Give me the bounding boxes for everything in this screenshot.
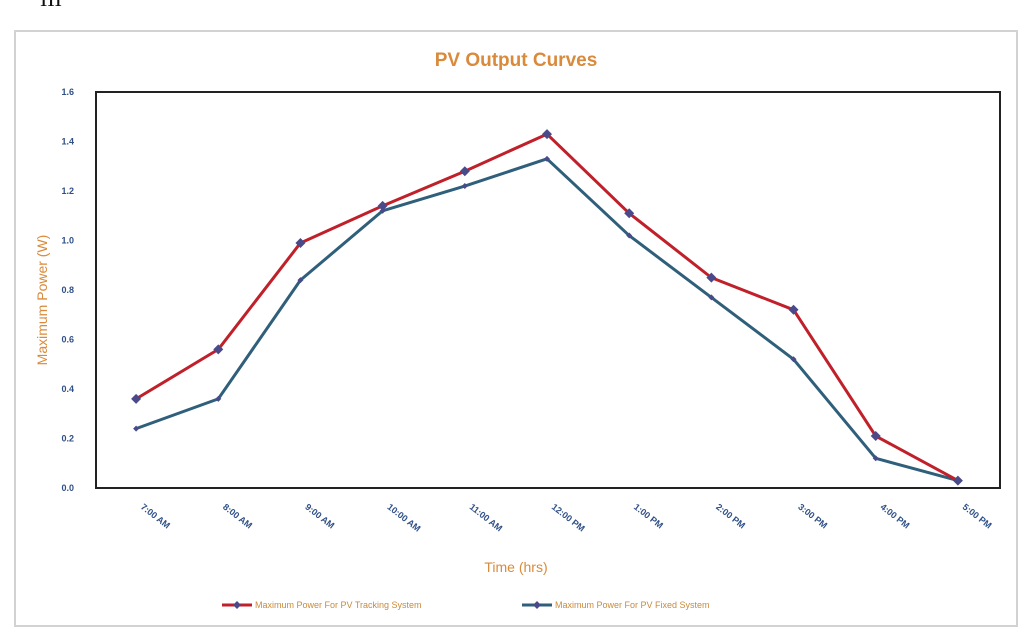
legend: Maximum Power For PV Tracking System Maxi… — [222, 600, 710, 610]
x-tick-label: 12:00 PM — [550, 502, 587, 534]
data-point-marker — [788, 304, 799, 315]
legend-marker-icon — [233, 601, 241, 609]
y-tick-label: 0.6 — [61, 335, 74, 345]
data-point-marker — [872, 455, 879, 462]
y-tick-label: 0.0 — [61, 483, 74, 493]
legend-label: Maximum Power For PV Tracking System — [255, 600, 422, 610]
data-point-marker — [297, 277, 304, 284]
y-tick-label: 1.0 — [61, 236, 74, 246]
data-point-marker — [459, 166, 470, 177]
data-point-marker — [133, 425, 140, 432]
data-point-marker — [790, 356, 797, 363]
y-tick-label: 0.4 — [61, 384, 74, 394]
y-tick-label: 1.6 — [61, 87, 74, 97]
chart-title: PV Output Curves — [435, 50, 598, 71]
x-axis-ticks: 7:00 AM 8:00 AM 9:00 AM 10:00 AM 11:00 AM 12:… — [139, 502, 994, 534]
data-point-marker — [542, 129, 552, 140]
x-tick-label: 8:00 AM — [221, 502, 254, 531]
plot-area — [95, 91, 1001, 489]
data-point-marker — [377, 200, 388, 211]
data-point-marker — [544, 155, 550, 162]
legend-marker-icon — [533, 601, 541, 609]
y-tick-label: 0.8 — [61, 285, 74, 295]
data-point-marker — [624, 208, 635, 219]
x-tick-label: 4:00 PM — [878, 502, 911, 531]
x-axis-title: Time (hrs) — [484, 559, 547, 575]
y-tick-label: 0.2 — [61, 434, 74, 444]
x-tick-label: 2:00 PM — [714, 502, 747, 531]
series-lines — [131, 129, 963, 486]
x-tick-label: 11:00 AM — [468, 502, 505, 534]
x-tick-label: 3:00 PM — [796, 502, 829, 531]
data-point-marker — [213, 344, 224, 355]
x-tick-label: 9:00 AM — [303, 502, 336, 531]
data-point-marker — [461, 183, 468, 190]
data-point-marker — [131, 393, 142, 404]
page-header-glyph: III — [40, 0, 62, 12]
legend-label: Maximum Power For PV Fixed System — [555, 600, 710, 610]
y-axis-ticks: 0.0 0.2 0.4 0.6 0.8 1.0 1.2 1.4 1.6 — [61, 87, 74, 493]
data-point-marker — [215, 395, 222, 402]
data-point-marker — [870, 431, 881, 442]
data-point-marker — [295, 237, 306, 248]
y-tick-label: 1.2 — [61, 186, 74, 196]
data-point-marker — [626, 232, 633, 239]
x-tick-label: 5:00 PM — [961, 502, 994, 531]
data-point-marker — [708, 294, 715, 301]
x-tick-label: 1:00 PM — [632, 502, 665, 531]
y-axis-title: Maximum Power (W) — [34, 235, 50, 366]
data-point-marker — [952, 475, 963, 486]
x-tick-label: 10:00 AM — [385, 502, 422, 534]
y-tick-label: 1.4 — [61, 137, 74, 147]
x-tick-label: 7:00 AM — [139, 502, 172, 531]
data-point-marker — [706, 272, 717, 283]
